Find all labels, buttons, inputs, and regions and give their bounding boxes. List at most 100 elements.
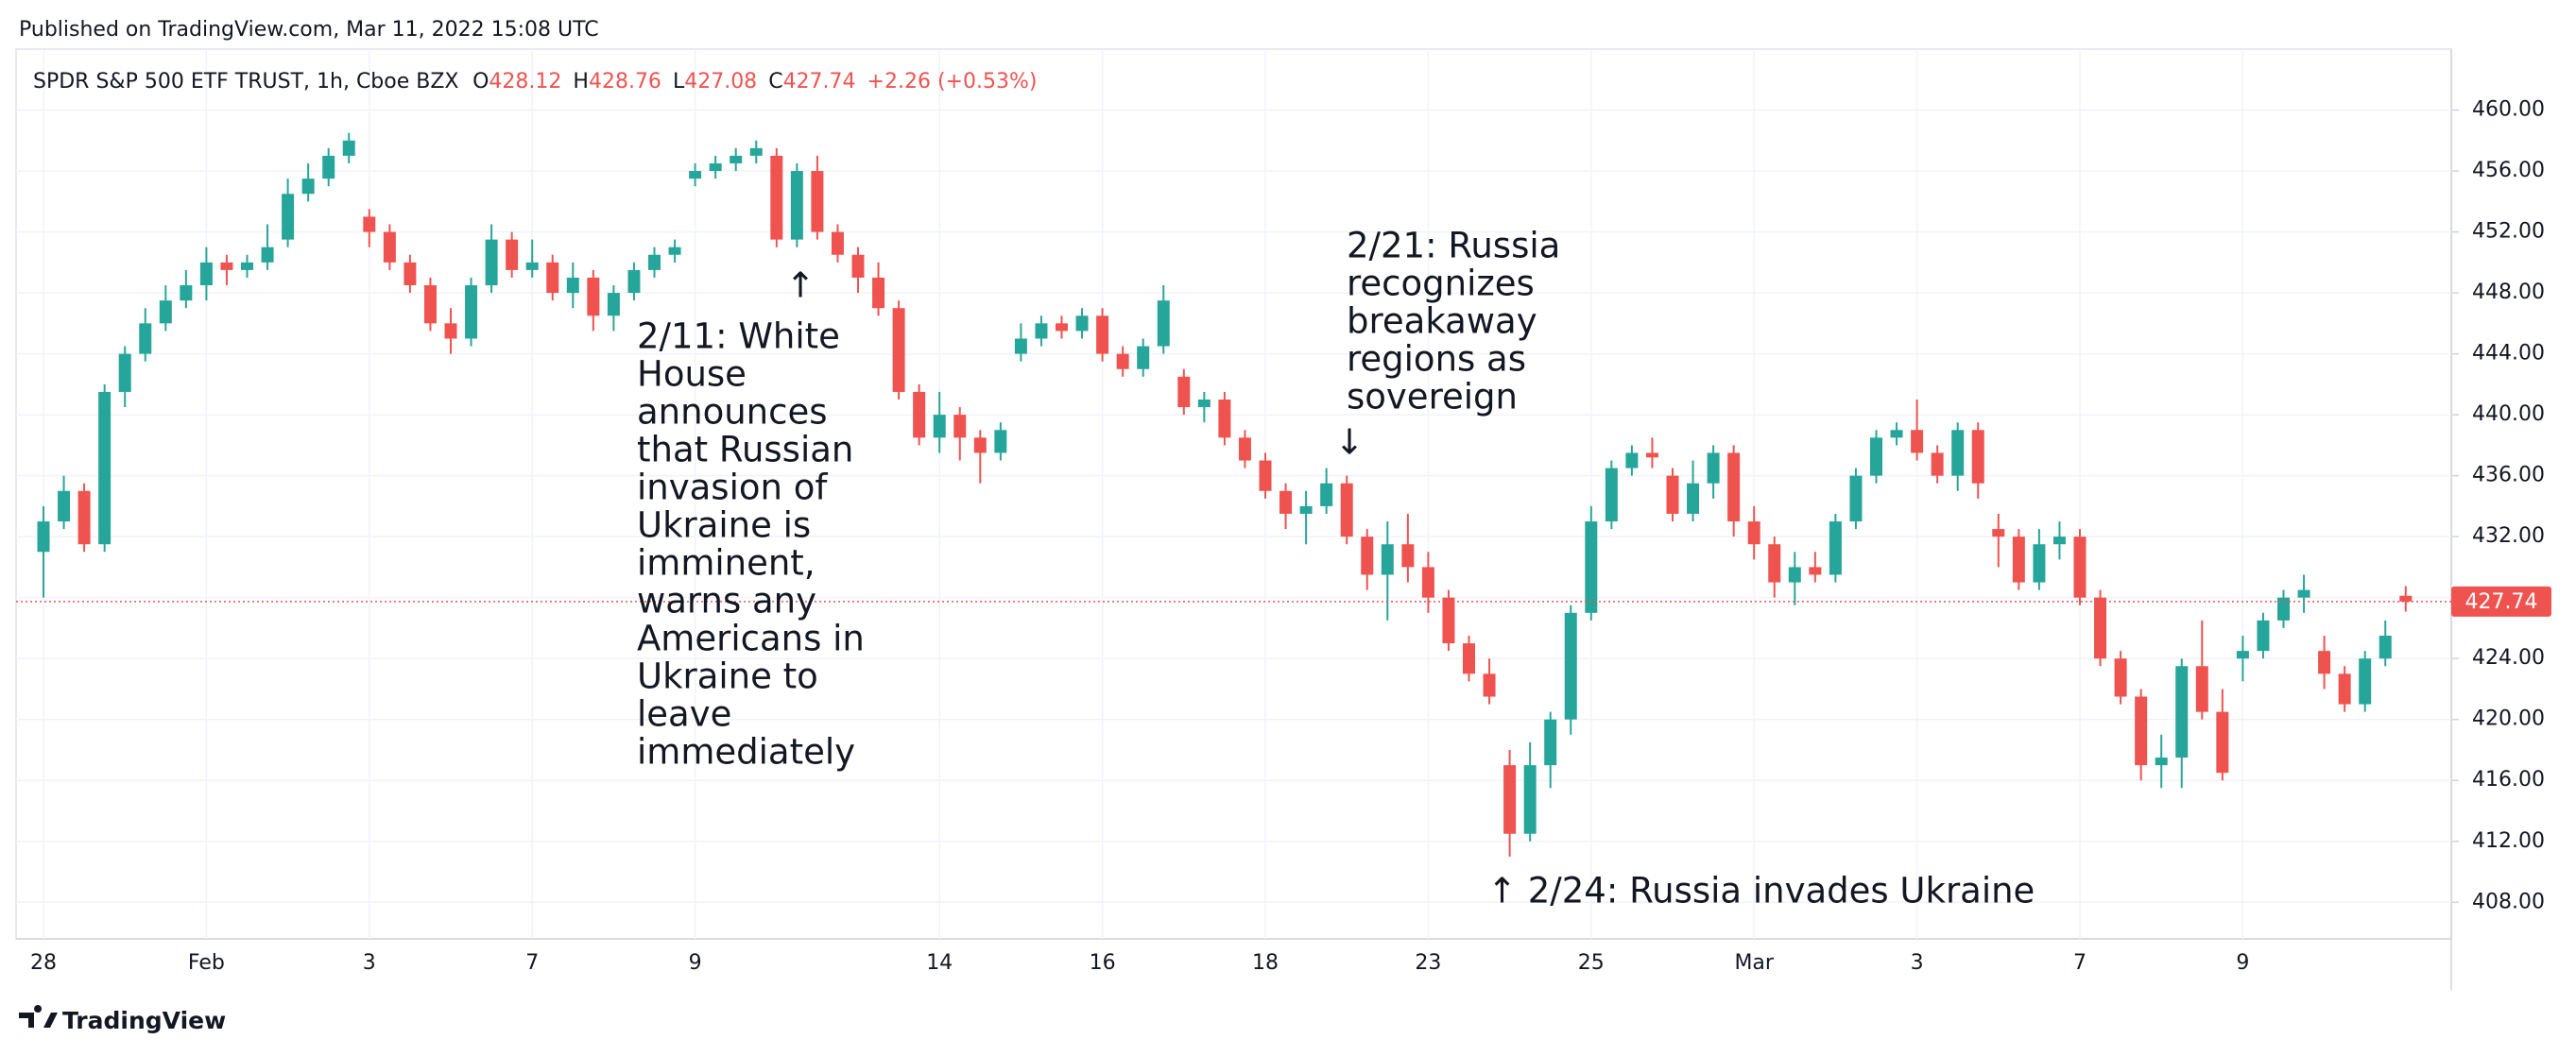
candle-body [118,353,131,392]
candle-body [2033,544,2046,583]
legend-value: 428.12 [489,70,561,94]
annotation-line: immediately [637,732,855,773]
y-tick-label: 456.00 [2472,159,2545,182]
candle-body [37,521,50,553]
legend-key: C [768,70,782,94]
candle-body [465,285,478,339]
candle-body [1463,643,1475,674]
candle-body [1625,452,1639,468]
x-tick-label: 23 [1415,951,1441,975]
candle-body [1687,483,1700,514]
candle-body [1401,544,1415,568]
logo-icon [19,1005,58,1028]
candle-body [953,415,967,438]
x-tick-label: 28 [30,951,57,975]
candle-body [546,262,559,294]
annotation-line: 2/21: Russia [1347,226,1560,266]
candle-body [851,254,865,278]
annotation-line: imminent, [637,543,816,584]
candle-body [1299,505,1313,514]
candle-body [1788,567,1801,583]
annotation-arrow: ↑ [785,265,815,306]
candle-body [1870,437,1882,476]
candle-body [525,262,539,270]
candle-body [241,262,253,270]
annotation-line: House [637,354,747,395]
candle-body [1544,719,1557,766]
candle-body [1137,346,1150,369]
candle-body [383,231,396,263]
candle-body [2012,537,2025,583]
candle-body [2175,666,2189,758]
y-tick-label: 452.00 [2472,220,2545,244]
candle-body [933,415,946,438]
annotation-line: 2/11: White [637,316,840,357]
legend-key: O [472,70,489,94]
annotation-line: recognizes [1347,264,1535,304]
candle-body [709,162,722,172]
y-tick-label: 408.00 [2472,890,2545,913]
x-tick-label: 3 [363,951,376,975]
annotation-text: ↑ 2/24: Russia invades Ukraine [1487,871,2035,911]
candle-body [1951,430,1965,476]
candle-body [973,437,987,453]
annotation-line: Ukraine is [637,505,811,546]
candle-body [1911,430,1924,453]
legend-title: SPDR S&P 500 ETF TRUST, 1h, Cboe BZX [33,70,458,94]
legend: SPDR S&P 500 ETF TRUST, 1h, Cboe BZX O428… [33,70,1037,94]
candle-body [872,277,885,309]
candle-body [1931,452,1944,476]
candle-body [2277,597,2290,621]
candle-body [892,308,905,392]
y-tick-label: 420.00 [2472,707,2545,731]
candle-body [1809,567,1822,575]
candle-body [1320,483,1333,506]
x-tick-label: 18 [1252,951,1279,975]
candle-body [1279,490,1293,514]
annotation-line: regions as [1347,339,1526,380]
candle-body [648,254,661,270]
x-tick-label: 14 [926,951,953,975]
candle-body [1992,529,2005,537]
candle-body [2073,537,2087,598]
candle-body [322,155,335,179]
y-tick-label: 460.00 [2472,98,2545,122]
x-tick-label: 3 [1911,951,1924,975]
candle-body [1075,315,1089,332]
candle-body [282,194,295,240]
x-tick-label: 16 [1090,951,1116,975]
candle-body [1666,475,1679,514]
candle-body [1523,765,1537,834]
candle-body [1829,521,1842,575]
candle-body [1361,537,1374,575]
candle-body [2297,589,2310,598]
candle-body [180,285,193,301]
candle-body [2257,620,2270,652]
annotation-arrow: ↓ [1334,422,1364,463]
candle-body [1605,468,1618,522]
candle-body [2318,651,2331,674]
annotation-line: sovereign [1347,377,1518,417]
legend-value: 427.74 [783,70,856,94]
candle-body [2135,696,2148,766]
annotation-line: leave [637,694,731,735]
candle-body [77,490,91,545]
x-tick-label: 9 [2236,951,2249,975]
candle-body [1747,521,1760,545]
y-tick-label: 444.00 [2472,342,2545,366]
logo: TradingView [19,1005,226,1034]
candle-body [1442,597,1455,644]
candle-body [1381,544,1394,575]
y-tick-label: 424.00 [2472,646,2545,670]
candle-body [1056,323,1068,332]
candle-body [668,247,681,255]
annotation-line: Americans in [637,619,865,659]
x-tick-label: Feb [188,951,225,975]
candle-body [1259,460,1272,491]
candle-body [2155,758,2168,766]
candle-body [423,285,437,324]
candle-body [485,239,498,286]
candle-body [2236,651,2249,659]
candle-body [363,216,376,232]
